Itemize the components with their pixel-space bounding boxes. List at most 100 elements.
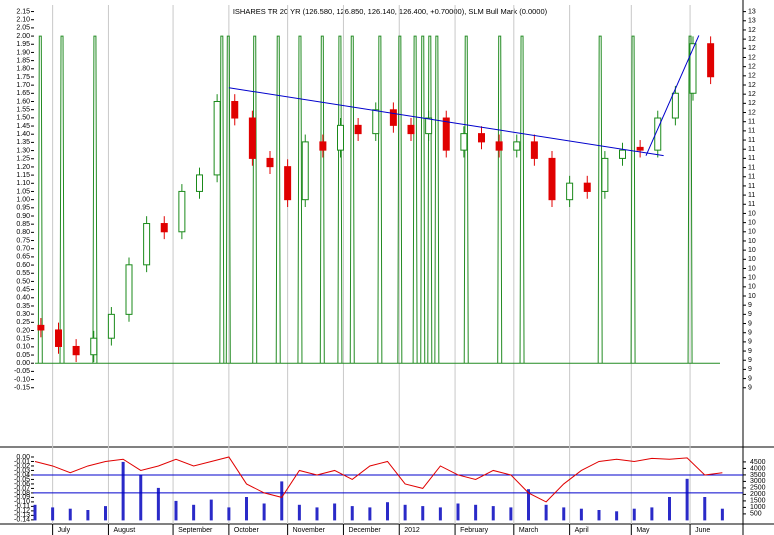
candle-body — [354, 124, 362, 135]
y2-tick-label: 3000 — [750, 478, 766, 485]
candle-body — [583, 182, 591, 192]
volume-bar — [280, 481, 284, 521]
candle-body — [55, 329, 62, 347]
signal-spike — [225, 35, 231, 364]
y-tick-label: -0.06 — [14, 481, 30, 488]
volume-bar — [703, 497, 707, 521]
candle-body — [707, 43, 715, 78]
y2-tick-label: 12 — [748, 27, 756, 34]
volume-bar — [438, 507, 442, 521]
y2-tick-label: 4500 — [750, 459, 766, 466]
y-tick-label: 0.15 — [16, 336, 30, 343]
volume-bar — [720, 508, 724, 521]
y-tick-label: -0.14 — [14, 517, 30, 524]
y2-tick-label: 12 — [748, 45, 756, 52]
y2-tick-label: 12 — [748, 73, 756, 80]
y2-tick-label: 10 — [748, 265, 756, 272]
x-tick-label: May — [636, 527, 650, 534]
candle-body — [566, 182, 574, 201]
y-tick-label: 1.30 — [16, 147, 30, 154]
y2-tick-label: 9 — [748, 366, 752, 373]
volume-bar — [421, 506, 425, 521]
candle-body — [213, 101, 221, 176]
volume-bar — [544, 504, 548, 521]
y-tick-label: 1.70 — [16, 82, 30, 89]
volume-bar — [192, 504, 196, 521]
volume-bar — [509, 507, 513, 521]
x-tick-label: July — [58, 527, 71, 534]
y-tick-label: 0.00 — [16, 454, 30, 461]
candle-body — [478, 133, 485, 143]
y-tick-label: -0.10 — [14, 499, 30, 506]
signal-spike — [412, 35, 418, 364]
y-tick-label: 0.35 — [16, 303, 30, 310]
y-tick-label: 1.75 — [16, 74, 30, 81]
volume-bar — [456, 503, 460, 521]
y2-tick-label: 10 — [748, 275, 756, 282]
volume-bar — [51, 507, 55, 521]
y2-tick-label: 11 — [748, 174, 755, 181]
y-tick-label: 0.90 — [16, 213, 30, 220]
candle-body — [495, 141, 503, 151]
candle-body — [107, 313, 115, 339]
y2-tick-label: 9 — [748, 375, 752, 382]
signal-spike — [597, 35, 603, 364]
y-tick-label: 0.80 — [16, 229, 30, 236]
y2-tick-label: 9 — [748, 320, 752, 327]
oscillator-line — [34, 456, 723, 503]
y2-tick-label: 9 — [748, 385, 752, 392]
y2-tick-label: 10 — [748, 219, 756, 226]
candle-body — [548, 157, 556, 201]
volume-bar — [615, 511, 619, 521]
y2-tick-label: 9 — [748, 330, 752, 337]
candle-body — [460, 133, 468, 151]
y2-tick-label: 12 — [748, 100, 756, 107]
y2-tick-label: 11 — [748, 137, 755, 144]
volume-bar — [156, 487, 160, 521]
volume-bar — [139, 474, 143, 521]
chart-title: ISHARES TR 20 YR (126.580, 126.850, 126.… — [233, 7, 548, 16]
signal-spike — [219, 35, 225, 364]
y2-tick-label: 12 — [748, 54, 756, 61]
y-tick-label: 1.20 — [16, 164, 30, 171]
y2-tick-label: 11 — [748, 146, 755, 153]
y2-tick-label: 11 — [748, 155, 755, 162]
y2-tick-label: 11 — [748, 192, 755, 199]
y-tick-label: -0.15 — [14, 385, 30, 392]
y-tick-label: 2.00 — [16, 33, 30, 40]
candle-body — [248, 117, 256, 159]
candle-body — [337, 124, 344, 151]
candle-body — [407, 124, 415, 135]
candle-body — [125, 264, 133, 315]
volume-bar — [315, 507, 319, 521]
y-tick-label: 0.85 — [16, 221, 30, 228]
y-tick-label: 0.75 — [16, 237, 30, 244]
x-tick-label: December — [348, 527, 381, 534]
x-tick-label: November — [293, 527, 326, 534]
y-tick-label: 0.40 — [16, 295, 30, 302]
candle-body — [301, 141, 309, 201]
candle-body — [284, 166, 292, 201]
candle-body — [231, 101, 239, 119]
candle-body — [654, 117, 662, 151]
candle-body — [671, 92, 679, 119]
signal-spike — [349, 35, 355, 364]
y2-tick-label: 13 — [748, 8, 756, 15]
volume-bar — [121, 461, 125, 521]
y-tick-label: -0.11 — [15, 503, 31, 510]
y-tick-label: 1.80 — [16, 66, 30, 73]
volume-bar — [262, 503, 266, 521]
candle-body — [178, 190, 186, 233]
y-tick-label: 0.20 — [16, 327, 30, 334]
y2-tick-label: 11 — [748, 201, 755, 208]
volume-bar — [104, 506, 107, 521]
volume-bar — [632, 508, 636, 521]
volume-bar — [368, 507, 372, 521]
y-tick-label: 1.05 — [16, 188, 30, 195]
x-tick-label: 2012 — [404, 527, 420, 534]
signal-spike — [59, 35, 65, 364]
y-tick-label: 2.05 — [16, 25, 30, 32]
y-tick-label: 1.95 — [16, 41, 30, 48]
candle-body — [90, 337, 98, 356]
y-tick-label: -0.05 — [14, 368, 30, 375]
